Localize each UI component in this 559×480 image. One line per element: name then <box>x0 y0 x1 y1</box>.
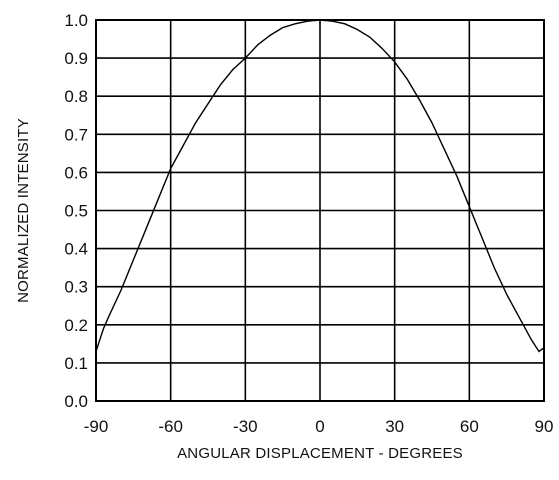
x-axis-label: ANGULAR DISPLACEMENT - DEGREES <box>177 445 463 462</box>
y-axis-label: NORMALIZED INTENSITY <box>15 118 32 303</box>
x-tick-label: 60 <box>460 417 479 436</box>
y-tick-label: 0.0 <box>64 392 88 411</box>
y-tick-label: 0.7 <box>64 125 88 144</box>
x-tick-label: -90 <box>84 417 109 436</box>
x-tick-label: -30 <box>233 417 258 436</box>
y-tick-label: 0.8 <box>64 87 88 106</box>
y-tick-label: 0.6 <box>64 163 88 182</box>
tick-labels: 0.0 0.1 0.2 0.3 0.4 0.5 0.6 0.7 0.8 0.9 1.0 -90 -60 -… <box>64 11 553 436</box>
x-tick-label: 30 <box>385 417 404 436</box>
y-tick-label: 0.5 <box>64 202 88 221</box>
y-tick-label: 0.1 <box>64 354 88 373</box>
y-tick-label: 1.0 <box>64 11 88 30</box>
y-tick-label: 0.4 <box>64 240 88 259</box>
plot-frame <box>95 19 545 402</box>
y-tick-label: 0.9 <box>64 49 88 68</box>
y-tick-label: 0.3 <box>64 278 88 297</box>
x-tick-label: -60 <box>158 417 183 436</box>
grid <box>95 19 545 402</box>
x-tick-label: 0 <box>315 417 324 436</box>
x-tick-label: 90 <box>535 417 554 436</box>
y-tick-label: 0.2 <box>64 316 88 335</box>
